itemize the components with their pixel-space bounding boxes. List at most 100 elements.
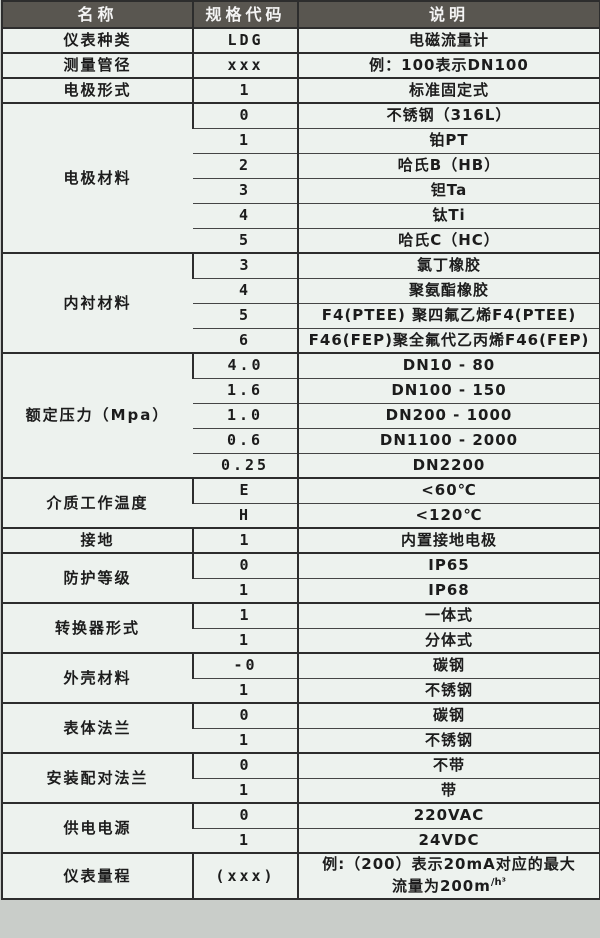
table-row: 1 24VDC xyxy=(2,827,600,853)
description-cell: DN1100 - 2000 xyxy=(297,427,600,453)
table-row: 5 F4(PTEE) 聚四氟乙烯F4(PTEE) xyxy=(2,302,600,328)
description-cell: 分体式 xyxy=(297,627,600,653)
table-row: 6 F46(FEP)聚全氟代乙丙烯F46(FEP) xyxy=(2,327,600,353)
table-row: 接地 1 内置接地电极 xyxy=(2,527,600,553)
table-row: 外壳材料 -0 碳钢 xyxy=(2,652,600,703)
spec-code-cell: 1 xyxy=(193,127,298,153)
spec-code-cell: 4 xyxy=(193,202,298,228)
spec-code-cell: 0 xyxy=(192,102,298,128)
column-header-code: 规格代码 xyxy=(192,1,298,29)
description-cell: 不锈钢（316L） xyxy=(297,102,600,128)
description-cell: 内置接地电极 xyxy=(297,527,600,553)
table-row: 1 分体式 xyxy=(2,627,600,653)
table-row: 5 哈氏C（HC） xyxy=(2,227,600,253)
table-row: 1 不锈钢 xyxy=(2,727,600,753)
row-group-label: 电极形式 xyxy=(2,77,193,103)
table-row: 额定压力（Mpa） 4.0 DN10 - 80 xyxy=(2,352,600,478)
row-group-label: 测量管径 xyxy=(2,52,193,78)
spec-code-cell: 4 xyxy=(193,277,298,303)
spec-code-cell: 0 xyxy=(192,802,298,828)
spec-code-cell: 1 xyxy=(193,827,298,853)
table-row: 电极材料 0 不锈钢（316L） xyxy=(2,102,600,253)
description-cell: <60℃ xyxy=(297,477,600,503)
row-group-label: 供电电源 xyxy=(2,802,193,853)
row-group-label: 防护等级 xyxy=(2,552,193,603)
description-cell: 带 xyxy=(297,777,600,803)
description-cell: DN2200 xyxy=(297,452,600,478)
table-row: 防护等级 0 IP65 xyxy=(2,552,600,603)
spec-code-cell: 1 xyxy=(193,577,298,603)
table-row: 1 IP68 xyxy=(2,577,600,603)
unit-superscript: /h³ xyxy=(490,877,507,888)
spec-code-cell: 0 xyxy=(192,702,298,728)
description-cell: 氯丁橡胶 xyxy=(297,252,600,278)
spec-code-cell: 1 xyxy=(193,677,298,703)
spec-code-cell: 1 xyxy=(193,627,298,653)
table-row: H <120℃ xyxy=(2,502,600,528)
description-cell: IP68 xyxy=(297,577,600,603)
table-row: 3 钽Ta xyxy=(2,177,600,203)
header-row: 名称 规格代码 说明 xyxy=(2,1,600,29)
description-cell: DN10 - 80 xyxy=(297,352,600,378)
spec-code-cell: 0.6 xyxy=(193,427,298,453)
spec-code-cell: 4.0 xyxy=(192,352,298,378)
description-cell: DN100 - 150 xyxy=(297,377,600,403)
table-row: 4 钛Ti xyxy=(2,202,600,228)
spec-code-cell: 2 xyxy=(193,152,298,178)
spec-code-cell: E xyxy=(192,477,298,503)
description-cell: 例：100表示DN100 xyxy=(297,52,600,78)
spec-code-cell: xxx xyxy=(192,52,298,78)
description-line-1: 例:（200）表示20mA对应的最大 xyxy=(322,855,576,874)
description-cell: 例:（200）表示20mA对应的最大 流量为200m/h³ xyxy=(297,852,600,899)
spec-code-cell: 1 xyxy=(192,527,298,553)
row-group-label: 转换器形式 xyxy=(2,602,193,653)
spec-code-cell: 1.0 xyxy=(193,402,298,428)
description-cell: 不锈钢 xyxy=(297,677,600,703)
description-cell: 铂PT xyxy=(297,127,600,153)
description-cell: 220VAC xyxy=(297,802,600,828)
table-row: 测量管径 xxx 例：100表示DN100 xyxy=(2,52,600,78)
table-row: 1 铂PT xyxy=(2,127,600,153)
row-group-label: 电极材料 xyxy=(2,102,193,253)
description-cell: 不带 xyxy=(297,752,600,778)
table-row: 4 聚氨酯橡胶 xyxy=(2,277,600,303)
spec-code-cell: 1 xyxy=(193,777,298,803)
table-row: 0.6 DN1100 - 2000 xyxy=(2,427,600,453)
description-cell: <120℃ xyxy=(297,502,600,528)
row-group-label: 额定压力（Mpa） xyxy=(2,352,193,478)
table-row: 内衬材料 3 氯丁橡胶 xyxy=(2,252,600,353)
table-row: 转换器形式 1 一体式 xyxy=(2,602,600,653)
description-cell: 钛Ti xyxy=(297,202,600,228)
spec-code-cell: -0 xyxy=(192,652,298,678)
spec-code-cell: 0 xyxy=(192,752,298,778)
description-cell: 钽Ta xyxy=(297,177,600,203)
table-row: 安装配对法兰 0 不带 xyxy=(2,752,600,803)
spec-code-cell: LDG xyxy=(192,27,298,53)
table-row: 介质工作温度 E <60℃ xyxy=(2,477,600,528)
description-cell: DN200 - 1000 xyxy=(297,402,600,428)
spec-code-cell: (xxx) xyxy=(192,852,298,899)
spec-code-cell: 5 xyxy=(193,302,298,328)
row-group-label: 内衬材料 xyxy=(2,252,193,353)
table-row: 仪表种类 LDG 电磁流量计 xyxy=(2,27,600,53)
flowmeter-spec-table: 名称 规格代码 说明 仪表种类 LDG 电磁流量计 测量管径 xxx 例：100表示DN1… xyxy=(1,0,600,900)
spec-code-cell: 5 xyxy=(193,227,298,253)
table-row: 0.25 DN2200 xyxy=(2,452,600,478)
column-header-description: 说明 xyxy=(297,1,600,29)
row-group-label: 仪表种类 xyxy=(2,27,193,53)
spec-code-cell: 1 xyxy=(192,77,298,103)
row-group-label: 介质工作温度 xyxy=(2,477,193,528)
row-group-label: 外壳材料 xyxy=(2,652,193,703)
description-cell: F46(FEP)聚全氟代乙丙烯F46(FEP) xyxy=(297,327,600,353)
description-cell: 不锈钢 xyxy=(297,727,600,753)
description-cell: 哈氏B（HB） xyxy=(297,152,600,178)
description-cell: 电磁流量计 xyxy=(297,27,600,53)
table-row: 1.0 DN200 - 1000 xyxy=(2,402,600,428)
description-cell: F4(PTEE) 聚四氟乙烯F4(PTEE) xyxy=(297,302,600,328)
description-cell: IP65 xyxy=(297,552,600,578)
description-cell: 聚氨酯橡胶 xyxy=(297,277,600,303)
spec-code-cell: H xyxy=(193,502,298,528)
table-row: 1 不锈钢 xyxy=(2,677,600,703)
